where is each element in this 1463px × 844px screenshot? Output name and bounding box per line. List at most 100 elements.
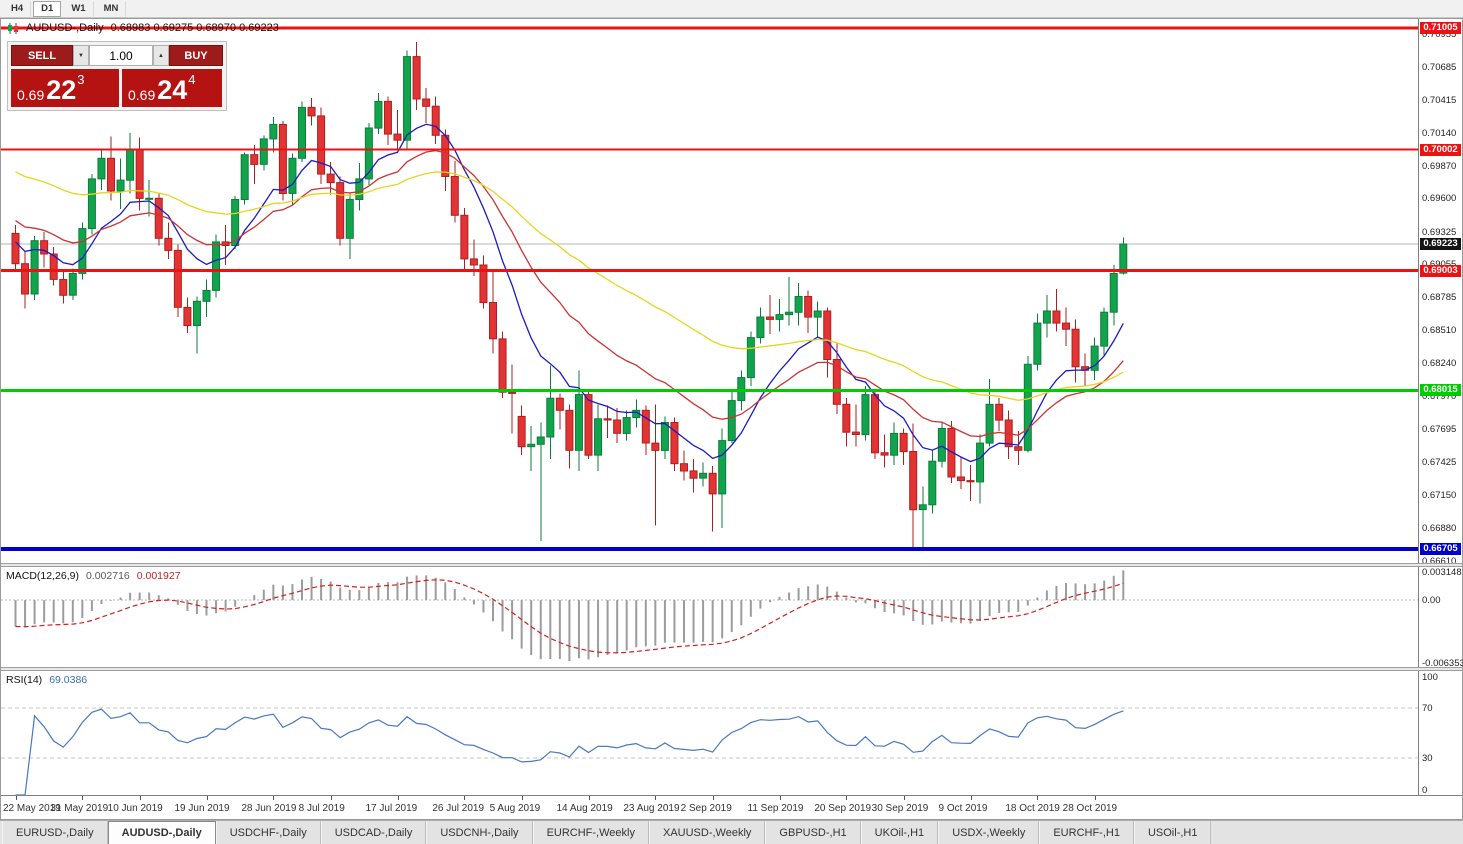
date-tick — [397, 796, 399, 800]
date-label: 11 Sep 2019 — [747, 803, 804, 814]
chart-tab-eurusd-daily[interactable]: EURUSD-,Daily — [2, 821, 108, 844]
price-axis-label: 0.70140 — [1422, 127, 1457, 139]
timeframe-button-w1[interactable]: W1 — [63, 0, 94, 17]
macd-signal-value: 0.001927 — [136, 570, 181, 582]
price-level-tag: 0.70002 — [1420, 143, 1461, 156]
date-tick — [521, 796, 523, 800]
date-tick — [779, 796, 781, 800]
rsi-axis-label: 100 — [1422, 672, 1438, 683]
date-label: 17 Jul 2019 — [365, 803, 418, 814]
buy-price-display[interactable]: 0.69 24 4 — [122, 69, 222, 107]
sell-price-pips: 22 — [46, 75, 77, 106]
price-axis-label: 0.70685 — [1422, 61, 1457, 73]
sell-button[interactable]: SELL — [11, 45, 73, 66]
date-label: 23 Aug 2019 — [623, 803, 680, 814]
volume-input[interactable] — [89, 45, 153, 66]
chart-tab-usdcad-daily[interactable]: USDCAD-,Daily — [320, 821, 427, 844]
rsi-axis-label: 70 — [1422, 703, 1433, 715]
buy-price-prefix: 0.69 — [128, 86, 156, 103]
date-label: 22 May 2019 — [3, 803, 61, 814]
ohlc-values: 0.68983 0.69275 0.68970 0.69223 — [110, 22, 279, 34]
price-chart-canvas[interactable] — [1, 19, 1418, 563]
date-tick — [712, 796, 714, 800]
date-tick — [82, 796, 84, 800]
sell-price-prefix: 0.69 — [17, 86, 45, 103]
price-axis-label: 0.68240 — [1422, 358, 1457, 370]
macd-chart[interactable] — [1, 567, 1418, 667]
date-label: 2 Sep 2019 — [680, 803, 732, 814]
rsi-indicator-label: RSI(14) 69.0386 — [6, 674, 87, 686]
macd-indicator-label: MACD(12,26,9) 0.002716 0.001927 — [6, 570, 181, 582]
timeframe-button-d1[interactable]: D1 — [33, 0, 62, 17]
price-level-tag: 0.66705 — [1420, 543, 1461, 556]
date-tick — [15, 796, 17, 800]
price-axis-label: 0.69325 — [1422, 226, 1457, 238]
date-tick — [464, 796, 466, 800]
chart-tab-ukoil-h1[interactable]: UKOil-,H1 — [860, 821, 939, 844]
sell-price-point: 3 — [77, 72, 85, 87]
date-label: 31 May 2019 — [50, 803, 109, 814]
date-tick — [1037, 796, 1039, 800]
date-tick — [330, 796, 332, 800]
date-label: 9 Oct 2019 — [938, 803, 988, 814]
price-level-tag: 0.71005 — [1420, 22, 1461, 35]
date-tick — [206, 796, 208, 800]
date-tick — [970, 796, 972, 800]
volume-decrease-button[interactable]: ▼ — [73, 45, 89, 66]
panel-splitter[interactable] — [1, 563, 1462, 567]
date-axis[interactable]: 22 May 2019 31 May 2019 10 Jun 2019 19 Jun … — [1, 795, 1462, 819]
chart-tab-usdcnh-daily[interactable]: USDCNH-,Daily — [426, 821, 533, 844]
date-tick — [588, 796, 590, 800]
macd-main-value: 0.002716 — [85, 570, 130, 582]
chart-tab-audusd-daily[interactable]: AUDUSD-,Daily — [107, 821, 216, 844]
symbol-label: AUDUSD-,Daily — [26, 22, 104, 34]
chart-tab-eurchf-weekly[interactable]: EURCHF-,Weekly — [532, 821, 649, 844]
price-level-tag: 0.69003 — [1420, 264, 1461, 277]
sell-price-display[interactable]: 0.69 22 3 — [11, 69, 119, 107]
date-label: 14 Aug 2019 — [556, 803, 613, 814]
date-label: 20 Sep 2019 — [814, 803, 872, 814]
price-axis-label: 0.69600 — [1422, 193, 1457, 205]
price-axis-label: 0.66880 — [1422, 522, 1457, 534]
volume-increase-button[interactable]: ▲ — [153, 45, 169, 66]
rsi-axis-label: 0 — [1422, 785, 1428, 796]
price-axis-label: 0.70415 — [1422, 94, 1457, 106]
chart-tab-gbpusd-h1[interactable]: GBPUSD-,H1 — [765, 821, 861, 844]
chart-tab-eurchf-h1[interactable]: EURCHF-,H1 — [1039, 821, 1134, 844]
price-axis-label: 0.67150 — [1422, 490, 1457, 502]
rsi-value: 69.0386 — [49, 674, 88, 686]
rsi-axis-label: 30 — [1422, 752, 1433, 764]
candlestick-chart[interactable] — [1, 19, 1418, 563]
macd-name: MACD(12,26,9) — [6, 570, 79, 582]
price-axis[interactable]: 0.70955 0.70685 0.70415 0.70140 0.69870 0.696… — [1418, 19, 1463, 796]
date-label: 10 Jun 2019 — [107, 803, 163, 814]
date-label: 18 Oct 2019 — [1005, 803, 1060, 814]
rsi-panel[interactable] — [1, 671, 1418, 795]
macd-axis-label: 0.00 — [1422, 595, 1441, 607]
date-tick — [903, 796, 905, 800]
chart-tab-usdx-weekly[interactable]: USDX-,Weekly — [938, 821, 1040, 844]
rsi-chart[interactable] — [1, 671, 1418, 795]
chart-tab-bar: EURUSD-,Daily AUDUSD-,Daily USDCHF-,Daily U… — [0, 820, 1463, 844]
timeframe-button-mn[interactable]: MN — [96, 0, 127, 17]
price-axis-label: 0.68785 — [1422, 292, 1457, 304]
price-axis-label: 0.66610 — [1422, 555, 1457, 567]
current-price-tag: 0.69223 — [1420, 237, 1461, 250]
timeframe-button-h4[interactable]: H4 — [3, 0, 32, 17]
timeframe-toolbar: H4 D1 W1 MN — [0, 0, 1463, 18]
chart-tab-usdchf-daily[interactable]: USDCHF-,Daily — [215, 821, 321, 844]
chart-icon — [8, 22, 18, 34]
date-tick — [273, 796, 275, 800]
macd-panel[interactable] — [1, 567, 1418, 667]
date-tick — [655, 796, 657, 800]
date-tick — [846, 796, 848, 800]
panel-splitter[interactable] — [1, 667, 1462, 671]
chart-title: AUDUSD-,Daily 0.68983 0.69275 0.68970 0.… — [7, 22, 279, 34]
price-axis-label: 0.67425 — [1422, 456, 1457, 468]
price-level-tag: 0.68015 — [1420, 384, 1461, 397]
chart-tab-usoil-h1[interactable]: USOil-,H1 — [1133, 821, 1212, 844]
buy-button[interactable]: BUY — [169, 45, 223, 66]
chart-tab-xauusd-weekly[interactable]: XAUUSD-,Weekly — [648, 821, 766, 844]
date-label: 5 Aug 2019 — [489, 803, 541, 814]
date-tick — [1094, 796, 1096, 800]
